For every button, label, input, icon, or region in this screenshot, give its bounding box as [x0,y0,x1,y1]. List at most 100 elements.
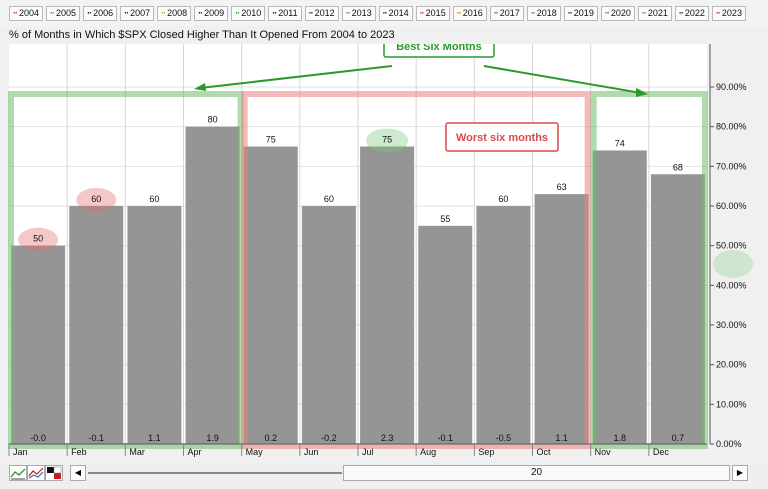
scroll-right-button[interactable]: ▶ [732,465,748,481]
x-tick-label: Jan [13,447,28,457]
color-settings-icon[interactable] [45,465,63,481]
legend-swatch-icon: ·· [456,7,462,18]
legend-label: 2012 [314,7,335,18]
x-tick-label: May [246,447,264,457]
highlight-green-jul [366,128,409,153]
x-tick-label: Jun [304,447,319,457]
bar-value-label: 75 [266,135,276,145]
legend-item[interactable]: ·· 2005 [46,5,81,21]
legend-item[interactable]: ·· 2012 [304,5,339,21]
legend-item[interactable]: ·· 2022 [674,5,709,21]
legend-swatch-icon: ·· [567,7,573,18]
bar-feb [69,206,124,444]
x-tick-label: Aug [420,447,436,457]
bar-jan [11,245,66,444]
worst-label: Worst six months [456,132,548,144]
legend-label: 2004 [19,7,40,18]
legend-item[interactable]: ·· 2008 [157,5,192,21]
legend-label: 2017 [499,7,520,18]
y-tick-label: 40.00% [716,280,747,290]
y-tick-label: 20.00% [716,360,747,370]
y-tick-label: 80.00% [716,122,747,132]
legend-label: 2022 [684,7,705,18]
legend-item[interactable]: ·· 2006 [83,5,118,21]
legend-swatch-icon: ·· [198,7,203,18]
x-tick-label: Oct [537,447,552,457]
scroll-track[interactable] [88,472,342,474]
y-tick-label: 10.00% [716,399,747,409]
legend-label: 2014 [388,7,409,18]
bar-apr [185,126,240,445]
multi-line-chart-icon[interactable] [27,465,45,481]
legend-item[interactable]: ·· 2023 [711,5,746,21]
bar-value-label: 60 [91,194,101,204]
legend-item[interactable]: ·· 2020 [600,5,635,21]
legend-label: 2020 [610,7,631,18]
best-label: Best Six Months [396,44,482,53]
bar-value-label: 74 [615,138,625,148]
legend-item[interactable]: ·· 2018 [526,5,561,21]
legend-swatch-icon: ·· [493,7,499,18]
best-arrow-right [483,65,642,94]
legend-swatch-icon: ·· [272,7,277,18]
legend-swatch-icon: ·· [161,7,166,18]
line-chart-icon[interactable] [9,465,27,481]
avg-change-label: -0.5 [496,433,512,443]
y-tick-label: 30.00% [716,320,747,330]
legend-swatch-icon: ·· [50,7,55,18]
legend-item[interactable]: ·· 2010 [231,5,266,21]
scroll-left-button[interactable]: ◀ [70,465,86,481]
legend-label: 2023 [721,7,742,18]
avg-change-label: -0.0 [30,433,46,443]
bar-value-label: 63 [557,182,567,192]
legend-item[interactable]: ·· 2009 [194,5,229,21]
avg-change-label: 0.7 [672,433,685,443]
highlight-red-feb [76,188,117,212]
x-tick-label: Mar [129,447,145,457]
avg-change-label: 0.2 [264,433,277,443]
highlight-green-axis [713,250,753,278]
legend-item[interactable]: ·· 2004 [9,5,44,21]
bar-value-label: 60 [324,194,334,204]
legend-item[interactable]: ·· 2019 [563,5,598,21]
avg-change-label: 1.1 [555,433,568,443]
y-tick-label: 70.00% [716,161,747,171]
legend-item[interactable]: ·· 2016 [452,5,487,21]
legend-bar: ·· 2004 ·· 2005 ·· 2006 ·· 2007 ·· 2008 ·· 2009 ·· 20… [0,0,768,26]
avg-change-label: 1.8 [613,433,626,443]
legend-label: 2011 [278,7,298,18]
x-tick-label: Dec [653,447,670,457]
bar-dec [650,174,705,444]
legend-swatch-icon: ·· [641,7,647,18]
legend-item[interactable]: ·· 2017 [489,5,524,21]
legend-item[interactable]: ·· 2014 [378,5,413,21]
highlight-red-jan [18,227,59,252]
bar-aug [418,225,473,444]
legend-item[interactable]: ·· 2021 [637,5,672,21]
bar-oct [534,194,589,444]
legend-item[interactable]: ·· 2013 [341,5,376,21]
legend-label: 2021 [647,7,668,18]
legend-label: 2010 [241,7,262,18]
scroll-thumb[interactable]: 20 [343,465,730,481]
legend-label: 2009 [204,7,225,18]
bar-value-label: 50 [33,234,43,244]
legend-swatch-icon: ·· [87,7,92,18]
avg-change-label: -0.1 [88,433,104,443]
legend-label: 2006 [93,7,114,18]
bar-may [243,146,298,444]
legend-item[interactable]: ·· 2015 [415,5,450,21]
best-band-nov-dec [590,91,709,449]
x-tick-label: Apr [188,447,202,457]
bar-value-label: 80 [208,115,218,125]
y-tick-label: 50.00% [716,241,747,251]
legend-item[interactable]: ·· 2011 [268,5,302,21]
avg-change-label: -0.1 [437,433,453,443]
legend-swatch-icon: ·· [678,7,684,18]
legend-swatch-icon: ·· [419,7,425,18]
legend-swatch-icon: ·· [530,7,536,18]
legend-label: 2019 [573,7,594,18]
bar-value-label: 75 [382,135,392,145]
chart-area: 50 60 60 80 75 60 75 55 60 63 74 68 -0.0 -0.1 1.1 1.9 0.… [0,44,768,460]
legend-item[interactable]: ·· 2007 [120,5,155,21]
